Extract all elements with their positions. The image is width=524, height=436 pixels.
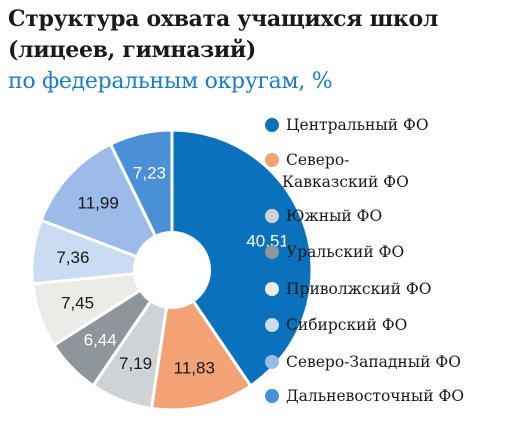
legend-marker	[265, 118, 279, 132]
legend-label: Северо-	[286, 151, 349, 169]
legend-marker	[265, 318, 279, 332]
donut-hole	[133, 231, 211, 309]
slice-value-label: 7,23	[133, 164, 166, 183]
legend-item-сибирский-фо: Сибирский ФО	[265, 316, 407, 334]
legend-marker	[265, 282, 279, 296]
chart-title: Структура охвата учащихся школ (лицеев, …	[8, 4, 518, 97]
legend-marker	[265, 355, 279, 369]
title-line-2: (лицеев, гимназий)	[8, 37, 257, 63]
slice-value-label: 6,44	[84, 331, 117, 350]
legend-label: Центральный ФО	[286, 116, 429, 134]
legend-item-уральский-фо: Уральский ФО	[265, 243, 404, 261]
legend-item-центральный-фо: Центральный ФО	[265, 116, 429, 134]
title-line-1: Структура охвата учащихся школ	[8, 6, 439, 32]
legend-label: Сибирский ФО	[286, 316, 407, 334]
legend-label: Приволжский ФО	[286, 280, 431, 298]
legend-label: Дальневосточный ФО	[286, 387, 464, 405]
legend-item-дальневосточный-фо: Дальневосточный ФО	[265, 387, 464, 405]
legend-label: Южный ФО	[286, 207, 382, 225]
legend-item-южный-фо: Южный ФО	[265, 207, 382, 225]
chart-subtitle: по федеральным округам, %	[8, 69, 333, 94]
legend-marker	[265, 153, 279, 167]
legend-marker	[265, 389, 279, 403]
legend-item-приволжский-фо: Приволжский ФО	[265, 280, 431, 298]
legend: Центральный ФО Северо- Кавказский ФО Южный …	[265, 116, 464, 405]
slice-value-label: 7,19	[119, 354, 152, 373]
slice-value-label: 7,45	[61, 294, 94, 313]
slice-value-label: 11,83	[174, 358, 215, 377]
legend-label: Кавказский ФО	[282, 173, 409, 191]
slice-северо-западный-фо	[39, 142, 176, 273]
legend-item-северо-кавказский-фо: Северо- Кавказский ФО	[265, 151, 409, 191]
legend-item-северо-западный-фо: Северо-Западный ФО	[265, 353, 461, 371]
slice-value-label: 11,99	[78, 194, 119, 213]
slice-value-label: 7,36	[56, 248, 89, 267]
legend-marker	[265, 209, 279, 223]
slice-value-label: 40,51	[246, 232, 289, 251]
legend-label: Северо-Западный ФО	[286, 353, 461, 371]
legend-marker	[265, 245, 279, 259]
slice-labels-group: 40,51 11,83 7,196,44 7,45 7,36 11,99 7,23	[56, 164, 289, 378]
legend-label: Уральский ФО	[286, 243, 404, 261]
